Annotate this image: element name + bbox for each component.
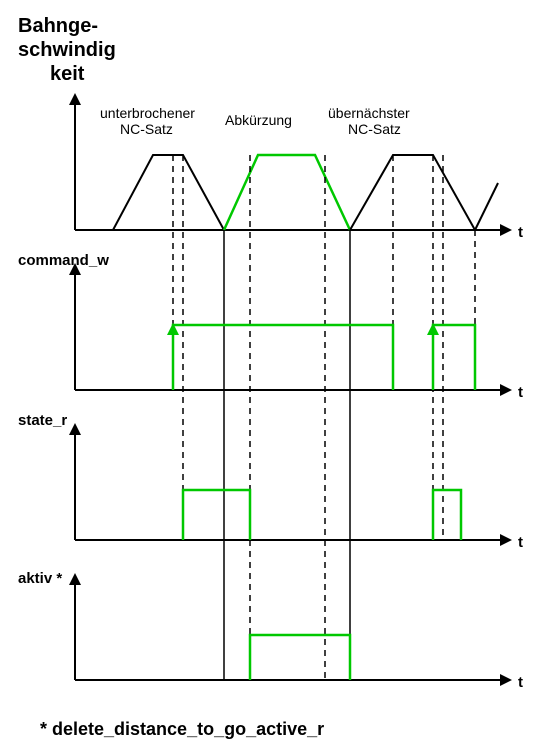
label-abkuerzung: Abkürzung (225, 112, 292, 128)
profile-3 (350, 155, 475, 230)
title-line1: Bahnge- (18, 15, 98, 37)
arrow-head (69, 423, 81, 435)
label-nc-satz-2: NC-Satz (348, 121, 401, 137)
arrow-head (500, 534, 512, 546)
axis-t-label: t (518, 534, 523, 551)
footnote: * delete_distance_to_go_active_r (40, 719, 324, 739)
label-uebernaechster: übernächster (328, 105, 410, 121)
label-state-r: state_r (18, 412, 67, 429)
aktiv-pulse (250, 635, 350, 680)
title-line2: schwindig (18, 39, 116, 61)
arrow-head (69, 573, 81, 585)
label-aktiv: aktiv * (18, 570, 62, 587)
arrow-head (69, 93, 81, 105)
profile-2-green (224, 155, 350, 230)
axis-t-label: t (518, 674, 523, 691)
arrow-head (500, 224, 512, 236)
label-unterbrochener: unterbrochener (100, 105, 195, 121)
axis-t-label: t (518, 384, 523, 401)
arrow-head (500, 674, 512, 686)
profile-4 (475, 183, 498, 230)
axis-t-label: t (518, 224, 523, 241)
arrow-head (500, 384, 512, 396)
label-nc-satz-1: NC-Satz (120, 121, 173, 137)
stater-pulse-1 (183, 490, 250, 540)
cmdw-pulse-1 (173, 325, 393, 390)
profile-1 (113, 155, 224, 230)
cmdw-pulse-2 (433, 325, 475, 390)
label-command-w: command_w (18, 252, 109, 269)
stater-pulse-2 (433, 490, 461, 540)
title-line3: keit (50, 63, 85, 85)
